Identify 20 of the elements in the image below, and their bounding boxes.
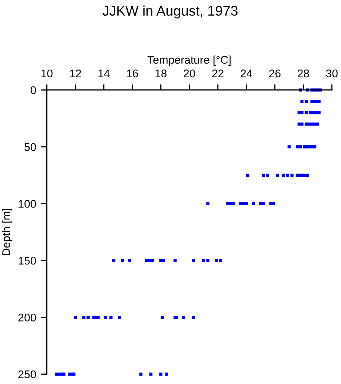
y-tick-label: 0 — [30, 86, 36, 94]
y-tick-label: 200 — [18, 314, 36, 322]
chart-title: JJKW in August, 1973 — [102, 6, 238, 19]
x-tick-label: 14 — [98, 70, 110, 78]
x-tick-label: 12 — [70, 70, 82, 78]
x-tick-label: 20 — [184, 70, 196, 78]
y-tick-label: 50 — [24, 143, 36, 152]
x-tick-label: 26 — [270, 70, 281, 78]
x-tick-label: 22 — [212, 70, 224, 78]
y-tick-label: 100 — [18, 200, 36, 208]
y-tick-label: 250 — [18, 370, 36, 379]
x-tick-label: 30 — [326, 70, 338, 78]
y-tick-label: 150 — [18, 257, 36, 265]
x-tick-label: 10 — [42, 70, 53, 78]
y-axis-title: Depth [m] — [2, 209, 13, 256]
x-tick-label: 28 — [298, 70, 310, 78]
x-tick-label: 16 — [127, 70, 138, 78]
x-tick-label: 24 — [240, 70, 252, 78]
x-tick-label: 18 — [156, 70, 167, 78]
x-axis-title: Temperature [°C] — [148, 56, 231, 66]
